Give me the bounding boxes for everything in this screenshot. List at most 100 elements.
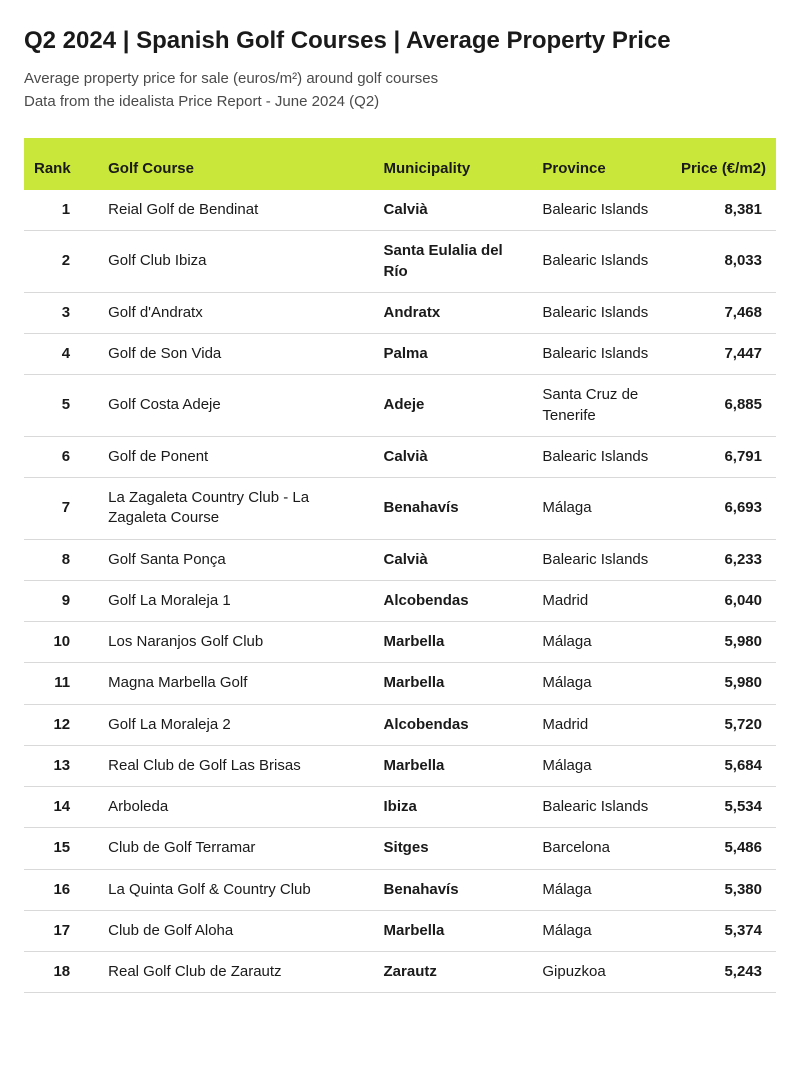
cell-rank: 16 bbox=[24, 869, 98, 910]
subtitle-line-2: Data from the idealista Price Report - J… bbox=[24, 91, 776, 112]
cell-municipality: Alcobendas bbox=[374, 704, 533, 745]
cell-rank: 7 bbox=[24, 478, 98, 540]
cell-rank: 6 bbox=[24, 436, 98, 477]
cell-rank: 15 bbox=[24, 828, 98, 869]
cell-golf-course: Golf de Son Vida bbox=[98, 334, 373, 375]
cell-municipality: Alcobendas bbox=[374, 580, 533, 621]
table-row: 11Magna Marbella GolfMarbellaMálaga5,980 bbox=[24, 663, 776, 704]
cell-province: Málaga bbox=[532, 622, 670, 663]
table-row: 17Club de Golf AlohaMarbellaMálaga5,374 bbox=[24, 910, 776, 951]
cell-golf-course: Magna Marbella Golf bbox=[98, 663, 373, 704]
table-row: 2Golf Club IbizaSanta Eulalia del RíoBal… bbox=[24, 231, 776, 293]
cell-municipality: Santa Eulalia del Río bbox=[374, 231, 533, 293]
cell-golf-course: Golf La Moraleja 1 bbox=[98, 580, 373, 621]
table-header: Rank Golf Course Municipality Province P… bbox=[24, 138, 776, 190]
page-title: Q2 2024 | Spanish Golf Courses | Average… bbox=[24, 26, 776, 56]
cell-golf-course: Club de Golf Terramar bbox=[98, 828, 373, 869]
cell-province: Balearic Islands bbox=[532, 231, 670, 293]
cell-golf-course: La Quinta Golf & Country Club bbox=[98, 869, 373, 910]
cell-golf-course: Golf La Moraleja 2 bbox=[98, 704, 373, 745]
cell-price: 5,980 bbox=[670, 663, 776, 704]
cell-rank: 8 bbox=[24, 539, 98, 580]
cell-rank: 12 bbox=[24, 704, 98, 745]
subtitle-line-1: Average property price for sale (euros/m… bbox=[24, 68, 776, 89]
cell-province: Gipuzkoa bbox=[532, 952, 670, 993]
cell-rank: 14 bbox=[24, 787, 98, 828]
cell-golf-course: Los Naranjos Golf Club bbox=[98, 622, 373, 663]
col-header-municipality: Municipality bbox=[374, 138, 533, 190]
table-row: 8Golf Santa PonçaCalviàBalearic Islands6… bbox=[24, 539, 776, 580]
cell-province: Málaga bbox=[532, 478, 670, 540]
cell-province: Madrid bbox=[532, 704, 670, 745]
cell-province: Santa Cruz de Tenerife bbox=[532, 375, 670, 437]
cell-price: 6,040 bbox=[670, 580, 776, 621]
cell-golf-course: Golf Costa Adeje bbox=[98, 375, 373, 437]
cell-price: 7,468 bbox=[670, 292, 776, 333]
cell-price: 6,233 bbox=[670, 539, 776, 580]
cell-municipality: Palma bbox=[374, 334, 533, 375]
cell-rank: 4 bbox=[24, 334, 98, 375]
cell-municipality: Sitges bbox=[374, 828, 533, 869]
cell-province: Madrid bbox=[532, 580, 670, 621]
cell-rank: 17 bbox=[24, 910, 98, 951]
cell-province: Málaga bbox=[532, 663, 670, 704]
cell-price: 6,791 bbox=[670, 436, 776, 477]
cell-price: 8,033 bbox=[670, 231, 776, 293]
cell-golf-course: Real Club de Golf Las Brisas bbox=[98, 745, 373, 786]
cell-rank: 2 bbox=[24, 231, 98, 293]
cell-price: 5,534 bbox=[670, 787, 776, 828]
report-page: Q2 2024 | Spanish Golf Courses | Average… bbox=[0, 0, 800, 1023]
cell-province: Balearic Islands bbox=[532, 436, 670, 477]
cell-province: Balearic Islands bbox=[532, 292, 670, 333]
cell-province: Málaga bbox=[532, 869, 670, 910]
cell-price: 5,243 bbox=[670, 952, 776, 993]
cell-municipality: Ibiza bbox=[374, 787, 533, 828]
table-row: 7La Zagaleta Country Club - La Zagaleta … bbox=[24, 478, 776, 540]
cell-rank: 13 bbox=[24, 745, 98, 786]
cell-rank: 18 bbox=[24, 952, 98, 993]
cell-golf-course: Golf Santa Ponça bbox=[98, 539, 373, 580]
cell-province: Balearic Islands bbox=[532, 190, 670, 231]
cell-province: Barcelona bbox=[532, 828, 670, 869]
cell-price: 5,980 bbox=[670, 622, 776, 663]
table-row: 14ArboledaIbizaBalearic Islands5,534 bbox=[24, 787, 776, 828]
cell-municipality: Marbella bbox=[374, 910, 533, 951]
cell-province: Balearic Islands bbox=[532, 539, 670, 580]
cell-rank: 11 bbox=[24, 663, 98, 704]
cell-golf-course: Golf Club Ibiza bbox=[98, 231, 373, 293]
cell-golf-course: Golf de Ponent bbox=[98, 436, 373, 477]
cell-price: 5,486 bbox=[670, 828, 776, 869]
cell-municipality: Benahavís bbox=[374, 478, 533, 540]
cell-municipality: Marbella bbox=[374, 663, 533, 704]
cell-municipality: Calvià bbox=[374, 190, 533, 231]
cell-price: 5,720 bbox=[670, 704, 776, 745]
cell-golf-course: Golf d'Andratx bbox=[98, 292, 373, 333]
cell-price: 6,885 bbox=[670, 375, 776, 437]
table-row: 6Golf de PonentCalviàBalearic Islands6,7… bbox=[24, 436, 776, 477]
cell-province: Málaga bbox=[532, 745, 670, 786]
cell-price: 5,684 bbox=[670, 745, 776, 786]
cell-municipality: Marbella bbox=[374, 622, 533, 663]
cell-municipality: Calvià bbox=[374, 539, 533, 580]
cell-rank: 3 bbox=[24, 292, 98, 333]
cell-municipality: Andratx bbox=[374, 292, 533, 333]
table-body: 1Reial Golf de BendinatCalviàBalearic Is… bbox=[24, 190, 776, 993]
cell-rank: 10 bbox=[24, 622, 98, 663]
cell-golf-course: La Zagaleta Country Club - La Zagaleta C… bbox=[98, 478, 373, 540]
table-row: 18Real Golf Club de ZarautzZarautzGipuzk… bbox=[24, 952, 776, 993]
table-row: 1Reial Golf de BendinatCalviàBalearic Is… bbox=[24, 190, 776, 231]
cell-price: 7,447 bbox=[670, 334, 776, 375]
cell-price: 8,381 bbox=[670, 190, 776, 231]
cell-province: Málaga bbox=[532, 910, 670, 951]
table-row: 5Golf Costa AdejeAdejeSanta Cruz de Tene… bbox=[24, 375, 776, 437]
col-header-golf-course: Golf Course bbox=[98, 138, 373, 190]
cell-price: 5,380 bbox=[670, 869, 776, 910]
price-table: Rank Golf Course Municipality Province P… bbox=[24, 138, 776, 993]
table-row: 16La Quinta Golf & Country ClubBenahavís… bbox=[24, 869, 776, 910]
table-row: 10Los Naranjos Golf ClubMarbellaMálaga5,… bbox=[24, 622, 776, 663]
cell-municipality: Zarautz bbox=[374, 952, 533, 993]
table-row: 4Golf de Son VidaPalmaBalearic Islands7,… bbox=[24, 334, 776, 375]
table-row: 3Golf d'AndratxAndratxBalearic Islands7,… bbox=[24, 292, 776, 333]
cell-price: 5,374 bbox=[670, 910, 776, 951]
cell-rank: 9 bbox=[24, 580, 98, 621]
